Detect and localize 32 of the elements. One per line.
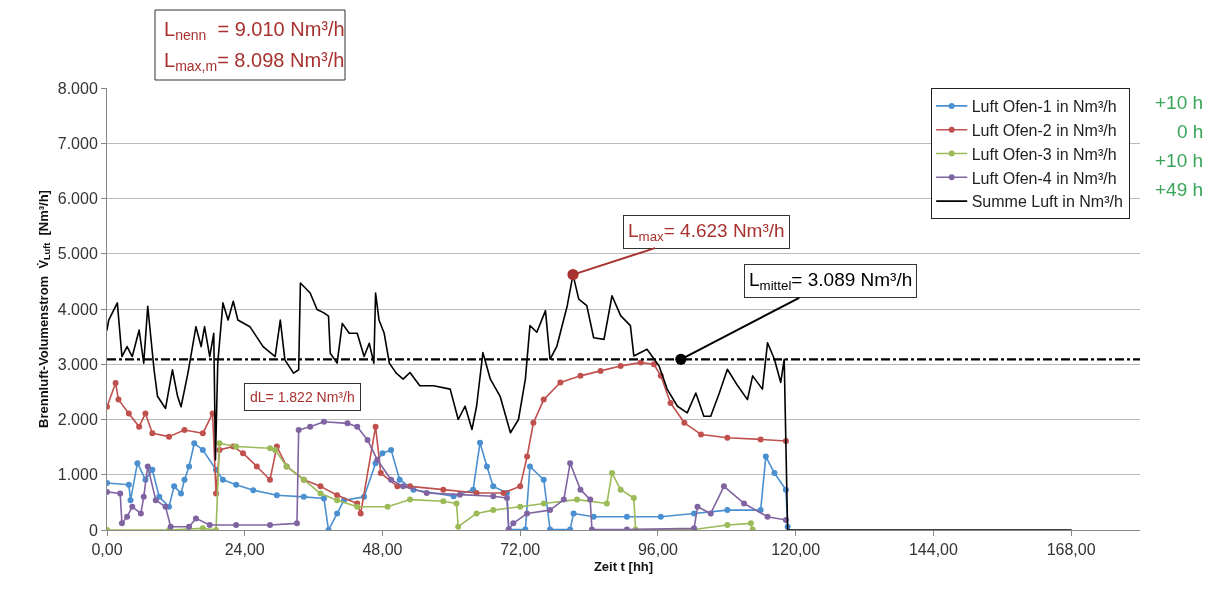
text: L$_{max,m}$= 8.098 Nm³/h	[164, 49, 345, 75]
text: +10 h	[1155, 150, 1204, 171]
legend-label: Luft Ofen-1 in Nm³/h	[971, 98, 1117, 116]
x-tick-label: 24,00	[224, 541, 265, 559]
annotation: L$_{max}$= 4.623 Nm³/h	[628, 220, 785, 244]
x-tick-label: 48,00	[362, 541, 403, 559]
legend-label: Luft Ofen-4 in Nm³/h	[971, 169, 1117, 187]
x-tick-label: 96,00	[637, 541, 679, 559]
y-tick-label: 7.000	[57, 134, 98, 152]
legend-label: Luft Ofen-3 in Nm³/h	[971, 145, 1117, 163]
text: 0 h	[1177, 121, 1204, 142]
x-tick-label: 72,00	[500, 541, 541, 559]
legend-label: Summe Luft in Nm³/h	[971, 193, 1123, 211]
text: +10 h	[1155, 92, 1204, 113]
x-tick-label: 120,00	[771, 541, 821, 559]
y-tick-label: 5.000	[57, 245, 98, 263]
x-tick-label: 144,00	[908, 541, 958, 559]
y-tick-label: 8.000	[57, 79, 98, 97]
x-tick-label: 0,00	[91, 541, 123, 559]
x-tick-label: 168,00	[1046, 541, 1096, 559]
annotation: dL= 1.822 Nm³/h	[250, 389, 355, 405]
x-axis-title: Zeit t [hh]	[593, 558, 654, 574]
text: L$_{nenn}$ = 9.010 Nm³/h	[164, 18, 345, 44]
y-tick-label: 4.000	[57, 300, 98, 318]
y-tick-label: 1.000	[57, 466, 98, 484]
y-tick-label: 2.000	[57, 411, 98, 429]
y-tick-label: 0	[88, 521, 98, 539]
annotation: L$_{mittel}$= 3.089 Nm³/h	[749, 269, 913, 293]
y-tick-label: 6.000	[57, 190, 98, 208]
text: +49 h	[1155, 179, 1204, 200]
y-tick-label: 3.000	[57, 355, 98, 373]
legend-label: Luft Ofen-2 in Nm³/h	[971, 121, 1117, 139]
